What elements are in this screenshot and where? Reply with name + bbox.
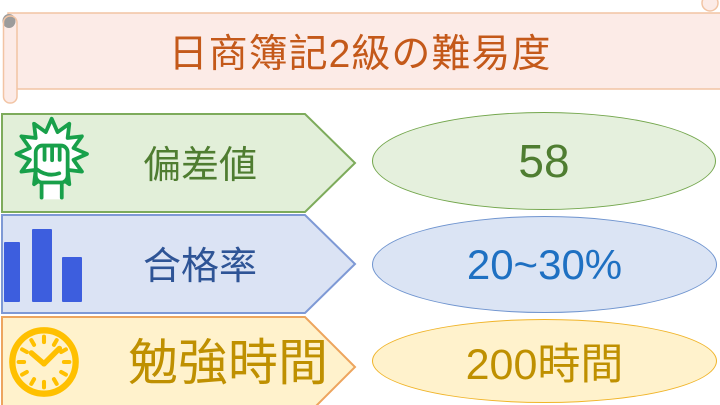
deviation-value-ellipse: 58: [372, 112, 716, 210]
scroll-roll-icon: [2, 15, 18, 104]
pass-rate-value: 20~30%: [466, 240, 623, 288]
deviation-value: 58: [518, 135, 570, 187]
pass-rate-arrow-shape: [1, 214, 357, 314]
clock-icon: [9, 327, 79, 397]
pass-rate-label: 合格率: [142, 245, 257, 288]
study-time-value-ellipse: 200時間: [372, 319, 717, 403]
pass-rate-value-ellipse: 20~30%: [372, 216, 717, 313]
study-time-arrow-shape: [1, 316, 357, 405]
deviation-arrow-shape: [1, 113, 357, 213]
bar-chart-icon: [4, 229, 82, 302]
study-time-label: 勉強時間: [128, 335, 328, 391]
fist-icon: [14, 116, 89, 200]
deviation-label: 偏差値: [142, 144, 257, 187]
study-time-value: 200時間: [465, 341, 624, 389]
scroll-banner-shape: [2, 0, 720, 104]
scroll-curl-icon: [701, 0, 719, 12]
page-title: 日商簿記2級の難易度: [168, 33, 552, 76]
